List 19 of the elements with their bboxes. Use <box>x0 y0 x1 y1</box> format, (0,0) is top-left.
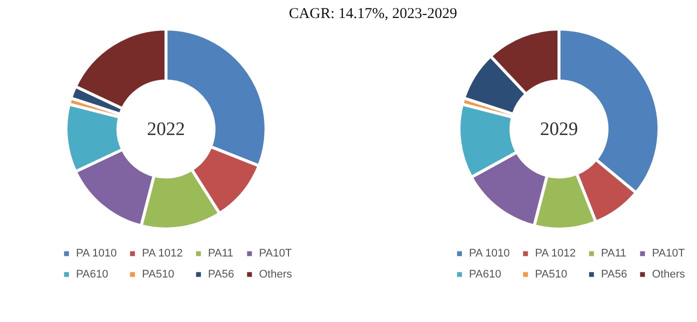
legend-label: PA56 <box>601 268 628 280</box>
text: CAGR: 14.17%, 2023-2029 <box>288 6 458 22</box>
legend-label: PA 1012 <box>142 248 183 260</box>
text: 2029 <box>540 119 578 140</box>
legend-label: Others <box>259 268 293 280</box>
legend-label: PA11 <box>601 248 626 260</box>
legend-label: PA 1010 <box>76 248 117 260</box>
legend-label: PA 1010 <box>469 248 510 260</box>
legend-label: PA510 <box>535 268 568 280</box>
legend-label: PA610 <box>76 268 108 280</box>
text: 2022 <box>147 119 185 140</box>
legend-label: PA610 <box>469 268 502 280</box>
legend-label: PA10T <box>259 248 292 260</box>
legend-label: PA10T <box>652 248 686 260</box>
legend-label: PA 1012 <box>535 248 576 260</box>
legend-label: PA56 <box>208 268 234 280</box>
legend-label: Others <box>652 268 686 280</box>
legend-label: PA11 <box>208 248 234 260</box>
legend-label: PA510 <box>142 268 174 280</box>
